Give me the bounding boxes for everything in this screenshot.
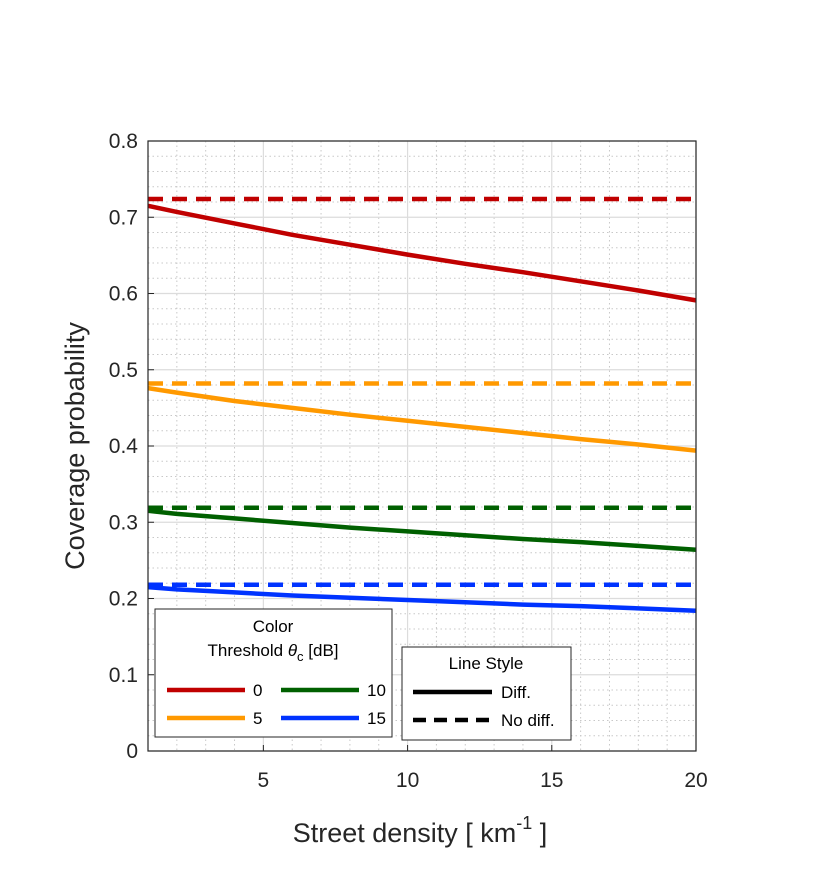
x-axis: 5 10 15 20 <box>258 745 708 792</box>
legend-color-subscript: c <box>297 649 304 664</box>
legend-color-title-line1: Color <box>253 617 294 636</box>
y-tick-label: 0.5 <box>109 359 138 382</box>
legend-style-solid-label: Diff. <box>501 683 531 702</box>
legend-color-theta: θ <box>288 641 298 660</box>
legend-color-threshold-text: Threshold <box>207 641 287 660</box>
y-tick-label: 0.2 <box>109 588 138 611</box>
y-tick-label: 0.6 <box>109 283 138 306</box>
legend-style-dashed-label: No diff. <box>501 711 555 730</box>
legend-color-box <box>154 608 393 738</box>
x-axis-title-end: ] <box>532 818 547 848</box>
series-line-15-solid <box>147 584 697 613</box>
legend-color-label-0: 0 <box>253 681 262 700</box>
x-axis-title-superscript: -1 <box>516 813 532 833</box>
x-tick-label: 15 <box>540 769 563 792</box>
y-tick-label: 0.8 <box>109 130 138 153</box>
x-tick-label: 20 <box>684 769 707 792</box>
legend-style: Line Style Diff. No diff. <box>401 646 572 741</box>
y-tick-label: 0.3 <box>109 511 138 534</box>
legend-color-unit: [dB] <box>304 641 339 660</box>
y-tick-label: 0.7 <box>109 206 138 229</box>
series-layer <box>147 196 697 613</box>
legend-color: Color Threshold θc [dB] 0 10 5 15 <box>154 608 393 738</box>
y-tick-label: 0 <box>126 740 138 763</box>
y-tick-label: 0.1 <box>109 664 138 687</box>
legend-color-label-15: 15 <box>367 709 386 728</box>
x-tick-label: 10 <box>396 769 419 792</box>
x-axis-title-main: Street density [ km <box>293 818 517 848</box>
y-axis: 0 0.1 0.2 0.3 0.4 0.5 0.6 0.7 0.8 <box>109 130 154 763</box>
legend-color-label-10: 10 <box>367 681 386 700</box>
x-tick-label: 5 <box>258 769 270 792</box>
legend-style-title: Line Style <box>449 654 524 673</box>
x-axis-title: Street density [ km-1 ] <box>293 813 548 848</box>
series-line-10-solid <box>147 508 697 552</box>
legend-color-title-line2: Threshold θc [dB] <box>207 641 338 664</box>
legend-color-label-5: 5 <box>253 709 262 728</box>
series-line-5-solid <box>147 385 697 453</box>
series-line-0-solid <box>147 203 697 303</box>
y-axis-title: Coverage probability <box>60 322 90 570</box>
y-tick-label: 0.4 <box>109 435 139 458</box>
